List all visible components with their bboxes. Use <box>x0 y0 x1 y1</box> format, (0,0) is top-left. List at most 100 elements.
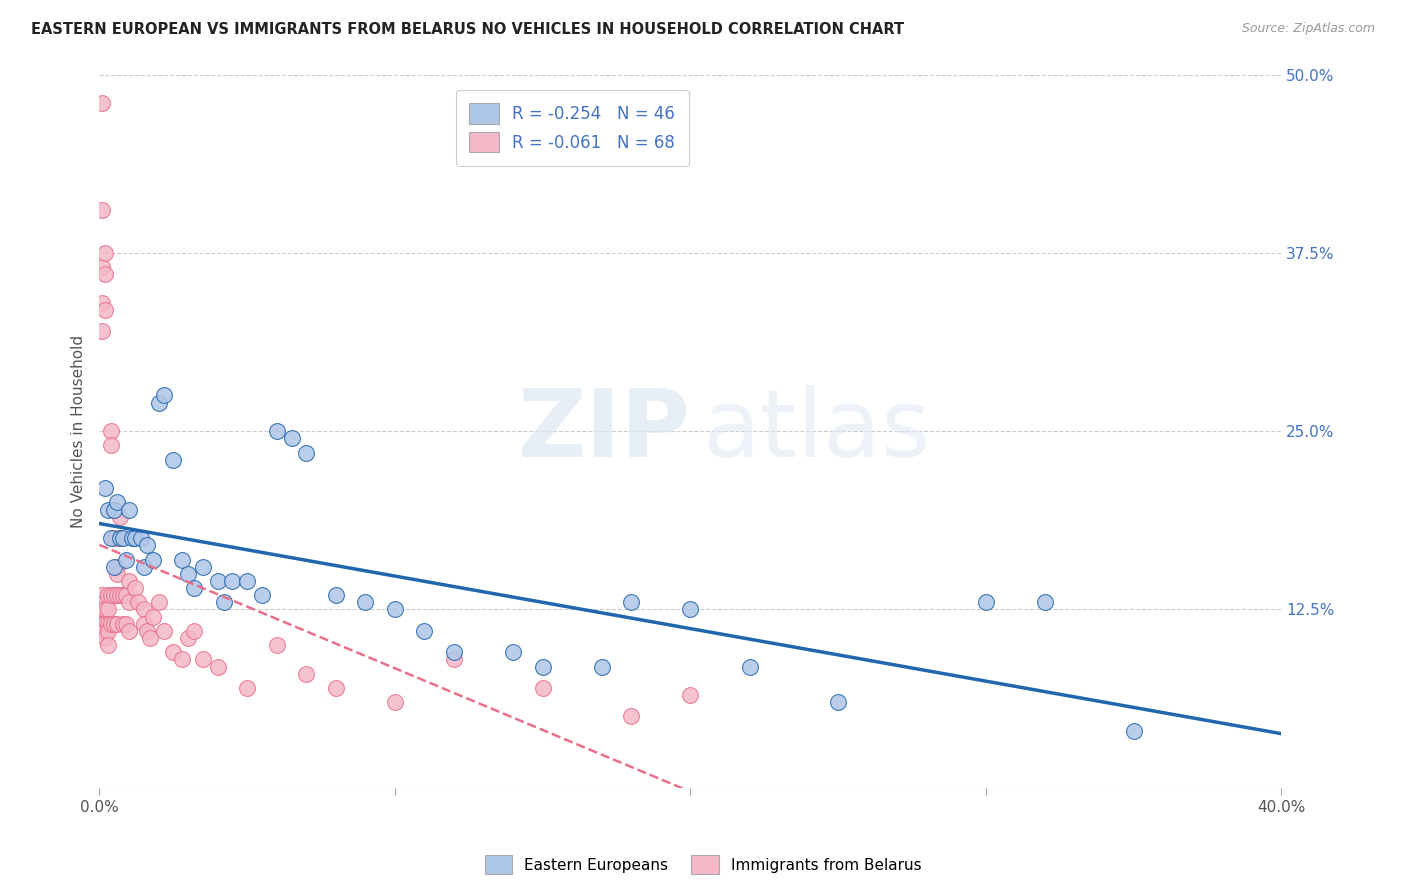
Point <box>153 624 176 638</box>
Point <box>183 581 205 595</box>
Point <box>94 595 117 609</box>
Point <box>266 424 288 438</box>
Point <box>142 609 165 624</box>
Point <box>325 681 347 695</box>
Point <box>531 681 554 695</box>
Point <box>129 531 152 545</box>
Point <box>103 502 125 516</box>
Legend: R = -0.254   N = 46, R = -0.061   N = 68: R = -0.254 N = 46, R = -0.061 N = 68 <box>456 90 689 166</box>
Point <box>97 624 120 638</box>
Point <box>100 424 122 438</box>
Point <box>266 638 288 652</box>
Point <box>112 588 135 602</box>
Point <box>118 502 141 516</box>
Point <box>974 595 997 609</box>
Point <box>115 588 138 602</box>
Point <box>108 531 131 545</box>
Point <box>94 267 117 281</box>
Text: EASTERN EUROPEAN VS IMMIGRANTS FROM BELARUS NO VEHICLES IN HOUSEHOLD CORRELATION: EASTERN EUROPEAN VS IMMIGRANTS FROM BELA… <box>31 22 904 37</box>
Point <box>91 602 114 616</box>
Point <box>105 588 128 602</box>
Point <box>91 96 114 111</box>
Point <box>502 645 524 659</box>
Point <box>162 645 184 659</box>
Point <box>103 616 125 631</box>
Point <box>108 509 131 524</box>
Point <box>103 502 125 516</box>
Point <box>91 295 114 310</box>
Point <box>679 688 702 702</box>
Point <box>135 538 157 552</box>
Point <box>91 588 114 602</box>
Point <box>384 602 406 616</box>
Point <box>1122 723 1144 738</box>
Point <box>679 602 702 616</box>
Point <box>91 624 114 638</box>
Point <box>236 574 259 588</box>
Point <box>191 559 214 574</box>
Point <box>118 624 141 638</box>
Point <box>142 552 165 566</box>
Point <box>100 531 122 545</box>
Point <box>91 260 114 274</box>
Point <box>94 302 117 317</box>
Point <box>124 581 146 595</box>
Point <box>620 709 643 723</box>
Point <box>91 324 114 338</box>
Point <box>115 616 138 631</box>
Point <box>112 616 135 631</box>
Point <box>827 695 849 709</box>
Point <box>250 588 273 602</box>
Point <box>105 566 128 581</box>
Point <box>236 681 259 695</box>
Point <box>94 616 117 631</box>
Point <box>118 574 141 588</box>
Point <box>97 638 120 652</box>
Point <box>1033 595 1056 609</box>
Point <box>177 566 200 581</box>
Point <box>94 245 117 260</box>
Point <box>354 595 377 609</box>
Point <box>148 395 170 409</box>
Point <box>443 652 465 666</box>
Point <box>207 659 229 673</box>
Point <box>124 531 146 545</box>
Point <box>531 659 554 673</box>
Point <box>91 202 114 217</box>
Point <box>132 616 155 631</box>
Point <box>97 588 120 602</box>
Point <box>94 602 117 616</box>
Point <box>191 652 214 666</box>
Y-axis label: No Vehicles in Household: No Vehicles in Household <box>72 334 86 528</box>
Point <box>105 495 128 509</box>
Text: ZIP: ZIP <box>517 385 690 477</box>
Point <box>94 481 117 495</box>
Point <box>413 624 436 638</box>
Point <box>97 616 120 631</box>
Point <box>132 559 155 574</box>
Point <box>738 659 761 673</box>
Point <box>153 388 176 402</box>
Point <box>384 695 406 709</box>
Point <box>148 595 170 609</box>
Text: atlas: atlas <box>702 385 931 477</box>
Point <box>177 631 200 645</box>
Point <box>112 531 135 545</box>
Point <box>295 445 318 459</box>
Point <box>207 574 229 588</box>
Point <box>100 588 122 602</box>
Point <box>135 624 157 638</box>
Point <box>100 438 122 452</box>
Point <box>138 631 160 645</box>
Point <box>105 616 128 631</box>
Point <box>172 552 194 566</box>
Point <box>325 588 347 602</box>
Point <box>118 595 141 609</box>
Point <box>97 602 120 616</box>
Point <box>108 531 131 545</box>
Point <box>91 616 114 631</box>
Point <box>591 659 613 673</box>
Point <box>280 431 302 445</box>
Point <box>443 645 465 659</box>
Point <box>97 502 120 516</box>
